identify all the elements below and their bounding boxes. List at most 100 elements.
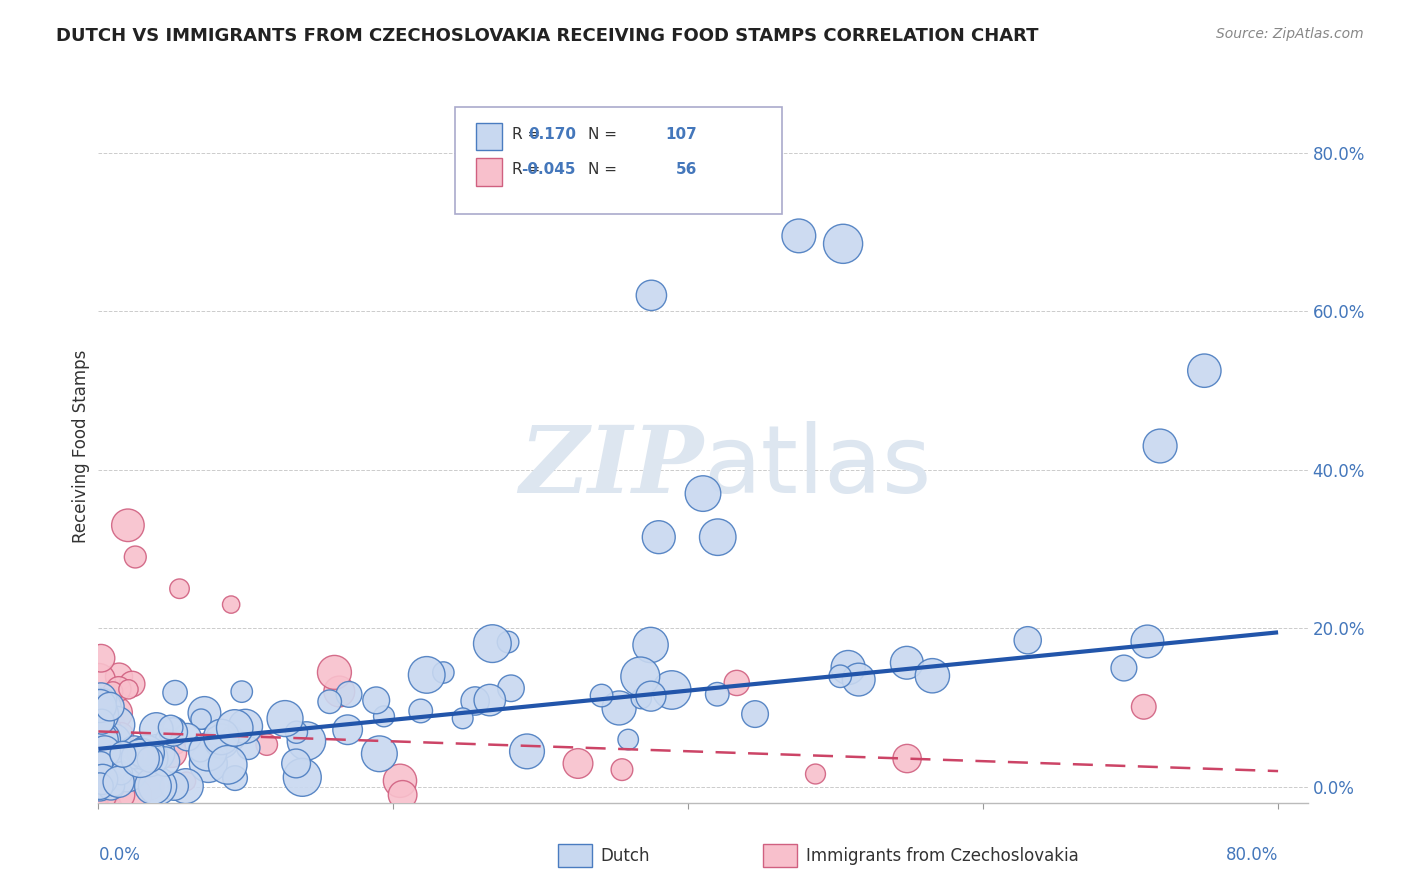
Point xyxy=(328,684,350,698)
Point xyxy=(725,676,748,690)
Point xyxy=(415,668,437,682)
Point xyxy=(896,751,918,765)
Point xyxy=(188,743,211,757)
Point xyxy=(101,735,124,749)
Point xyxy=(135,746,157,760)
Point xyxy=(93,745,115,759)
Point xyxy=(100,788,122,802)
Point xyxy=(110,728,132,742)
Point xyxy=(136,756,159,771)
FancyBboxPatch shape xyxy=(475,159,502,186)
Y-axis label: Receiving Food Stamps: Receiving Food Stamps xyxy=(72,350,90,542)
Point xyxy=(197,745,219,759)
Text: R =: R = xyxy=(512,127,540,142)
Point xyxy=(165,686,187,700)
Point xyxy=(209,730,232,744)
Point xyxy=(121,750,143,764)
Point xyxy=(105,718,128,732)
Text: 0.0%: 0.0% xyxy=(98,847,141,864)
Point xyxy=(87,752,110,766)
Point xyxy=(617,732,640,747)
Point xyxy=(692,486,714,500)
Point xyxy=(129,751,152,765)
Point xyxy=(162,725,184,739)
Point xyxy=(1132,699,1154,714)
Point xyxy=(787,228,810,243)
Point xyxy=(93,745,115,759)
Point xyxy=(607,701,630,715)
Point xyxy=(174,774,197,789)
Point xyxy=(90,714,112,729)
Point xyxy=(193,706,215,720)
Point xyxy=(139,752,162,766)
Point xyxy=(159,721,181,735)
Point xyxy=(91,772,114,787)
Point xyxy=(98,699,121,714)
Point xyxy=(640,689,662,703)
Point xyxy=(89,747,111,761)
Text: ZIP: ZIP xyxy=(519,423,703,512)
Point xyxy=(368,747,391,761)
Point xyxy=(87,673,110,687)
Point xyxy=(89,788,111,802)
Point xyxy=(591,689,613,703)
Point xyxy=(837,660,859,674)
Point xyxy=(163,722,186,736)
Point xyxy=(211,734,233,748)
Point xyxy=(90,752,112,766)
Text: Dutch: Dutch xyxy=(600,847,650,864)
Point xyxy=(87,732,110,747)
Text: DUTCH VS IMMIGRANTS FROM CZECHOSLOVAKIA RECEIVING FOOD STAMPS CORRELATION CHART: DUTCH VS IMMIGRANTS FROM CZECHOSLOVAKIA … xyxy=(56,27,1039,45)
Point xyxy=(89,734,111,748)
Point xyxy=(238,740,260,755)
Point xyxy=(104,706,127,720)
Point xyxy=(87,708,110,723)
Point xyxy=(830,669,852,683)
Point xyxy=(98,719,121,733)
Text: 107: 107 xyxy=(665,127,697,142)
FancyBboxPatch shape xyxy=(456,107,782,214)
Point xyxy=(166,739,188,753)
Point xyxy=(366,693,388,707)
Text: atlas: atlas xyxy=(703,421,931,514)
Point xyxy=(1149,439,1171,453)
Text: 56: 56 xyxy=(675,162,697,178)
Point xyxy=(107,775,129,789)
Point xyxy=(90,691,112,706)
Point xyxy=(169,582,191,596)
Point xyxy=(101,684,124,698)
Point xyxy=(121,677,143,691)
Point xyxy=(145,723,167,737)
Point xyxy=(388,773,411,788)
Point xyxy=(103,779,125,793)
Point xyxy=(89,707,111,722)
Point xyxy=(93,705,115,719)
Point xyxy=(89,766,111,780)
Point xyxy=(100,716,122,731)
Point xyxy=(89,723,111,737)
Point xyxy=(89,739,111,753)
Point xyxy=(432,665,454,680)
Point xyxy=(122,744,145,758)
Point xyxy=(110,766,132,780)
Point xyxy=(89,699,111,714)
Point xyxy=(100,779,122,793)
Point xyxy=(217,757,239,772)
Point xyxy=(661,683,683,698)
Point xyxy=(91,788,114,802)
FancyBboxPatch shape xyxy=(475,123,502,150)
Point xyxy=(295,734,318,748)
Point xyxy=(93,788,115,802)
Point xyxy=(373,709,395,723)
Point xyxy=(89,779,111,793)
Point xyxy=(706,530,728,544)
Point xyxy=(804,767,827,781)
Point xyxy=(628,669,651,683)
Point xyxy=(231,684,253,698)
Point xyxy=(139,779,162,793)
Point xyxy=(131,746,153,760)
Point xyxy=(291,770,314,784)
Point xyxy=(163,779,186,793)
Point xyxy=(89,764,111,778)
Point xyxy=(409,704,432,718)
